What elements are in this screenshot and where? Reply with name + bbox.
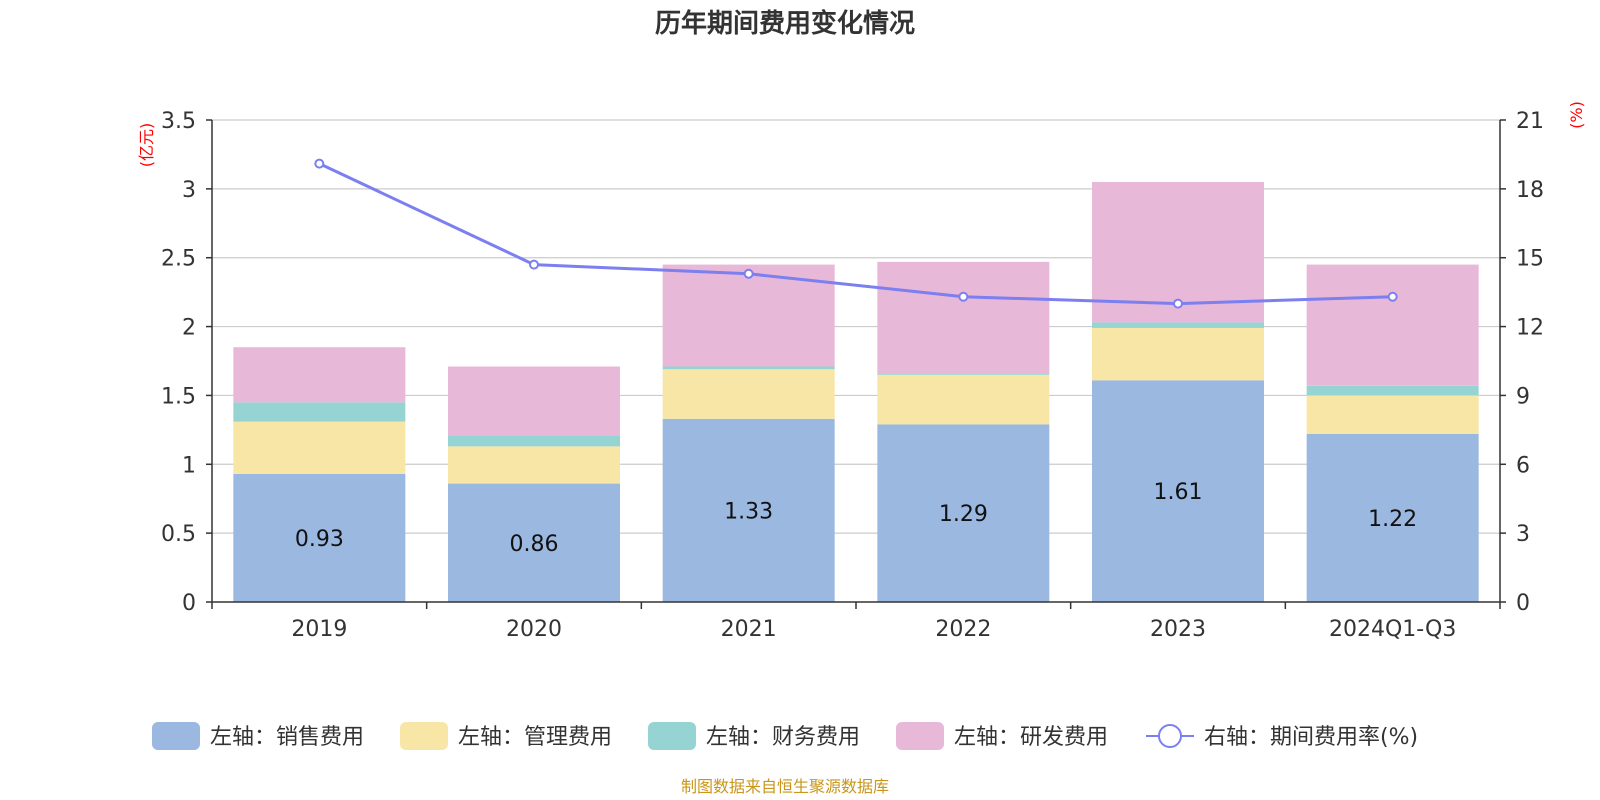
bar-segment <box>877 261 1050 374</box>
legend-label: 左轴：财务费用 <box>706 725 860 750</box>
x-tick-label: 2020 <box>506 617 562 642</box>
x-tick-label: 2019 <box>291 617 347 642</box>
right-tick-label: 9 <box>1516 384 1530 409</box>
bar-data-label: 1.22 <box>1368 507 1417 532</box>
right-tick-label: 12 <box>1516 316 1544 341</box>
left-tick-label: 0 <box>182 591 196 616</box>
rate-line-path <box>318 162 1393 306</box>
bar-segment <box>448 483 620 602</box>
bar-data-label: 0.93 <box>295 527 344 552</box>
left-tick-label: 0.5 <box>161 522 196 547</box>
legend-swatch <box>400 722 448 750</box>
bar-segment <box>662 369 835 419</box>
legend-swatch <box>896 722 944 750</box>
bar-segment <box>1092 380 1264 602</box>
bar-data-label: 1.61 <box>1154 480 1203 505</box>
bar-segment <box>1306 395 1479 434</box>
left-tick-label: 1 <box>182 453 196 478</box>
left-tick-label: 2.5 <box>161 247 196 272</box>
bar-segment <box>877 373 1050 375</box>
bar-segment <box>1306 385 1479 396</box>
left-tick-label: 3 <box>182 178 196 203</box>
bar-segment <box>233 421 406 474</box>
bars <box>233 181 1479 602</box>
bar-segment <box>1092 327 1264 381</box>
legend-label: 左轴：研发费用 <box>954 725 1108 750</box>
rate-line-point <box>314 158 325 169</box>
left-tick-label: 3.5 <box>161 109 196 134</box>
x-tick-label: 2021 <box>721 617 777 642</box>
right-tick-label: 18 <box>1516 178 1544 203</box>
legend-swatch <box>152 722 200 750</box>
legend-label: 左轴：管理费用 <box>458 725 612 750</box>
right-tick-label: 3 <box>1516 522 1530 547</box>
chart-title: 历年期间费用变化情况 <box>655 8 915 39</box>
bar-segment <box>233 473 406 602</box>
bar-segment <box>1306 264 1479 386</box>
right-tick-label: 21 <box>1516 109 1544 134</box>
bar-data-label: 0.86 <box>510 532 559 557</box>
bar-segment <box>448 435 620 447</box>
x-tick-label: 2023 <box>1150 617 1206 642</box>
right-tick-label: 6 <box>1516 453 1530 478</box>
legend-swatch <box>648 722 696 750</box>
rate-line-point <box>529 259 539 270</box>
rate-line-point <box>1173 298 1183 309</box>
bar-segment <box>233 402 406 422</box>
right-axis-unit: (%) <box>1567 101 1586 129</box>
bar-segment <box>662 366 835 370</box>
legend: 左轴：销售费用 左轴：管理费用 左轴：财务费用 左轴：研发费用 右轴：期间费用率(%) <box>152 722 1418 750</box>
left-tick-label: 1.5 <box>161 384 196 409</box>
right-tick-label: 15 <box>1516 247 1544 272</box>
bar-segment <box>1306 433 1479 602</box>
left-tick-label: 2 <box>182 316 196 341</box>
bar-segment <box>233 347 406 403</box>
rate-line-point <box>1387 291 1398 302</box>
bar-data-label: 1.33 <box>724 499 773 524</box>
axes: 0 0.5 1 1.5 2 2.5 3 3.5 0 3 6 9 12 15 18 21 2019 2020 2021… <box>161 109 1544 642</box>
right-tick-label: 0 <box>1516 591 1530 616</box>
bar-segment <box>662 264 835 367</box>
legend-marker <box>1158 724 1182 748</box>
x-tick-label: 2022 <box>935 617 991 642</box>
bar-segment <box>448 366 620 436</box>
rate-line-point <box>743 268 754 279</box>
bar-segment <box>662 418 835 602</box>
legend-label: 右轴：期间费用率(%) <box>1204 725 1418 750</box>
x-tick-label: 2024Q1-Q3 <box>1329 617 1456 642</box>
bar-segment <box>877 424 1050 602</box>
gridlines <box>212 119 1500 534</box>
bar-segment <box>877 374 1050 425</box>
legend-label: 左轴：销售费用 <box>210 725 364 750</box>
left-axis-unit: (亿元) <box>137 123 156 168</box>
bar-data-label: 1.29 <box>939 502 988 527</box>
source-note: 制图数据来自恒生聚源数据库 <box>681 777 889 796</box>
rate-line <box>314 158 1398 309</box>
bar-segment <box>448 446 620 484</box>
rate-line-point <box>958 291 969 302</box>
bar-segment <box>1092 322 1264 328</box>
data-labels: 0.93 0.86 1.33 1.29 1.61 1.22 <box>295 480 1417 557</box>
